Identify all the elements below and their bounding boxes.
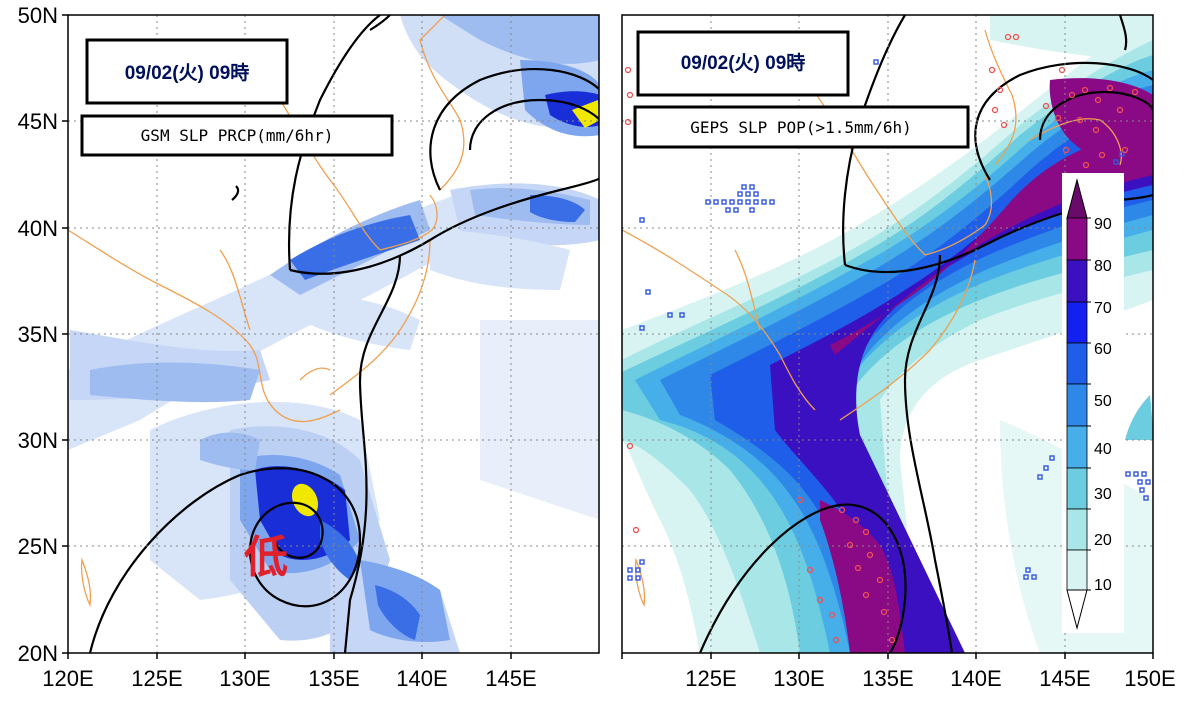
blue-square-markers (627, 59, 1151, 581)
lon-label-130e: 130E (219, 666, 270, 691)
colorbar-bin-10 (1066, 549, 1088, 591)
colorbar-label-80: 80 (1094, 258, 1112, 275)
geps-longitude-labels: 125E 130E 135E 140E 145E 150E (685, 666, 1175, 691)
geps-station-markers (624, 33, 1151, 644)
colorbar-bin-70 (1066, 301, 1088, 344)
red-circle-markers (624, 33, 1139, 644)
geps-date-box (636, 30, 850, 97)
lon-label-150e: 150E (1124, 666, 1175, 691)
gsm-date-box (85, 38, 289, 105)
lon-label-135e: 135E (862, 666, 913, 691)
colorbar-label-50: 50 (1094, 393, 1112, 410)
lat-label-25n: 25N (18, 534, 58, 559)
colorbar-label-70: 70 (1094, 300, 1112, 317)
colorbar-bin-90 (1066, 217, 1088, 261)
colorbar-bin-60 (1066, 342, 1088, 385)
lat-label-20n: 20N (18, 641, 58, 666)
lat-label-40n: 40N (18, 216, 58, 241)
lon-label-140e: 140E (396, 666, 447, 691)
gsm-title-label: GSM SLP PRCP(mm/6hr) (141, 126, 334, 145)
gsm-coastlines (68, 15, 465, 608)
gsm-title-box (80, 114, 394, 157)
lon-label-130e: 130E (773, 666, 824, 691)
colorbar-bin-80 (1066, 259, 1088, 303)
lat-label-50n: 50N (18, 3, 58, 28)
geps-panel: 125E 130E 135E 140E 145E 150E 09/02(火) 0… (621, 14, 1176, 691)
colorbar-bin-20 (1066, 508, 1088, 551)
colorbar-bin-30 (1066, 467, 1088, 510)
colorbar-bin-40 (1066, 425, 1088, 469)
probability-colorbar: 90 80 70 60 50 40 30 20 10 (1062, 173, 1124, 633)
colorbar-label-20: 20 (1094, 532, 1112, 549)
lat-label-45n: 45N (18, 109, 58, 134)
lon-label-135e: 135E (308, 666, 359, 691)
colorbar-label-90: 90 (1094, 216, 1112, 233)
colorbar-label-60: 60 (1094, 341, 1112, 358)
lon-label-125e: 125E (131, 666, 182, 691)
lon-label-145e: 145E (1039, 666, 1090, 691)
lat-label-35n: 35N (18, 322, 58, 347)
gsm-latitude-labels: 50N 45N 40N 35N 30N 25N 20N (18, 3, 58, 666)
gsm-panel: 50N 45N 40N 35N 30N 25N 20N 120E 125E 13… (18, 3, 600, 691)
colorbar-label-30: 30 (1094, 486, 1112, 503)
geps-title-label: GEPS SLP POP(>1.5mm/6h) (690, 118, 912, 137)
lon-label-140e: 140E (950, 666, 1001, 691)
low-pressure-mark: 低 (244, 533, 288, 582)
colorbar-label-10: 10 (1094, 577, 1112, 594)
gsm-longitude-labels: 120E 125E 130E 135E 140E 145E (42, 666, 536, 691)
lon-label-120e: 120E (42, 666, 93, 691)
lon-label-125e: 125E (685, 666, 736, 691)
colorbar-bin-50 (1066, 383, 1088, 427)
gsm-axis-ticks (62, 14, 512, 659)
geps-date-label: 09/02(火) 09時 (681, 52, 806, 74)
geps-axis-ticks (621, 653, 1154, 659)
geps-title-box (633, 105, 970, 149)
colorbar-bottom-arrow (1066, 589, 1088, 630)
gsm-date-label: 09/02(火) 09時 (125, 62, 250, 84)
lat-label-30n: 30N (18, 428, 58, 453)
gsm-isobars (88, 15, 599, 653)
lon-label-145e: 145E (485, 666, 536, 691)
colorbar-label-40: 40 (1094, 441, 1112, 458)
